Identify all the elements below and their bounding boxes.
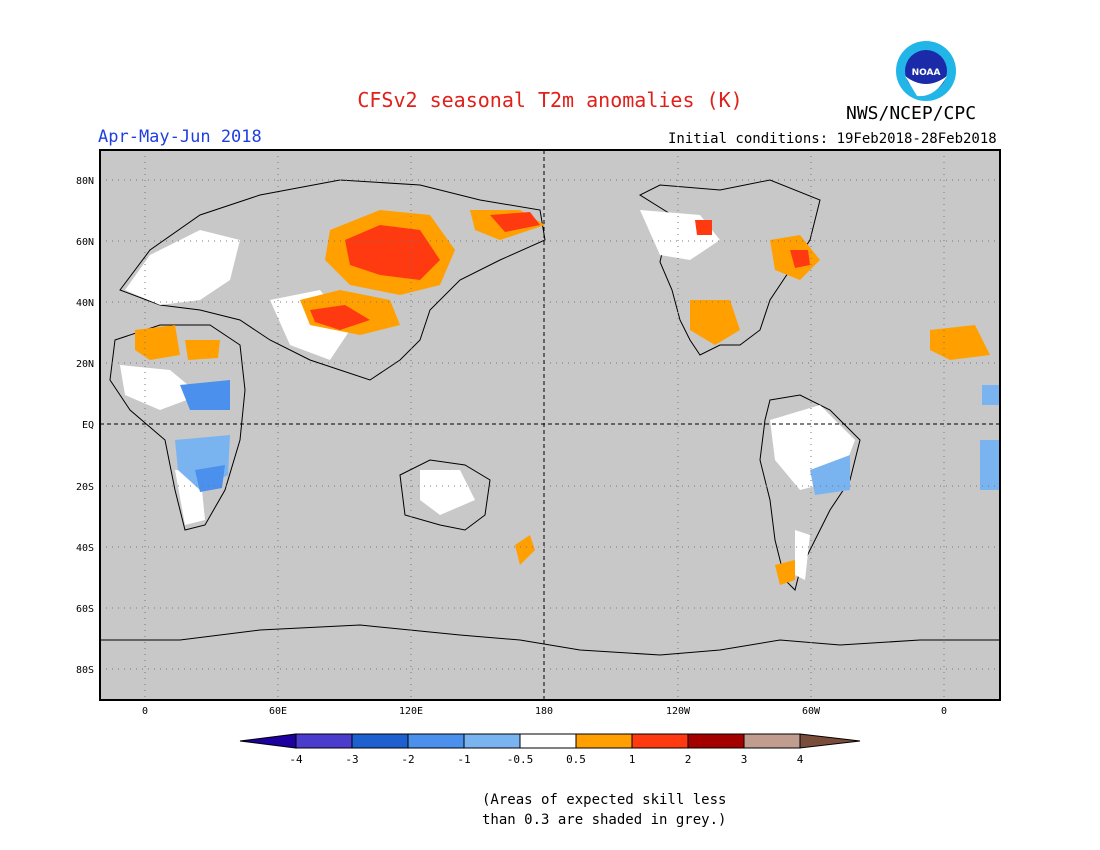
colorbar-label: 2 <box>685 753 692 766</box>
colorbar-swatch <box>295 733 353 749</box>
colorbar-swatch <box>463 733 521 749</box>
colorbar-label: 3 <box>741 753 748 766</box>
lon-label: 120E <box>399 706 423 717</box>
lon-label: 180 <box>535 706 553 717</box>
lat-label: 60N <box>76 237 94 248</box>
lat-label: 20N <box>76 359 94 370</box>
season-label: Apr-May-Jun 2018 <box>98 127 262 147</box>
lat-label: 80S <box>76 665 94 676</box>
lat-label: 60S <box>76 604 94 615</box>
colorbar-swatch <box>407 733 465 749</box>
colorbar-label: -1 <box>457 753 470 766</box>
colorbar-low-arrow <box>239 733 297 749</box>
lat-label: 20S <box>76 482 94 493</box>
lon-label: 0 <box>142 706 148 717</box>
agency-label: NWS/NCEP/CPC <box>846 103 977 124</box>
colorbar-label: -4 <box>289 753 303 766</box>
lat-label: 40N <box>76 298 94 309</box>
colorbar-swatch <box>687 733 745 749</box>
footnote-line: than 0.3 are shaded in grey.) <box>482 812 727 828</box>
lon-label: 0 <box>941 706 947 717</box>
colorbar-label: -3 <box>345 753 358 766</box>
lat-labels: 80N 60N 40N 20N EQ 20S 40S 60S 80S <box>76 176 94 676</box>
grid-lines <box>100 150 1000 700</box>
initial-conditions-label: Initial conditions: 19Feb2018-28Feb2018 <box>668 131 997 147</box>
lon-label: 120W <box>666 706 691 717</box>
colorbar-swatch <box>743 733 801 749</box>
map-title: CFSv2 seasonal T2m anomalies (K) <box>357 88 743 112</box>
lon-labels: 0 60E 120E 180 120W 60W 0 <box>142 706 947 717</box>
lon-label: 60W <box>802 706 821 717</box>
colorbar-label: 0.5 <box>566 753 586 766</box>
colorbar-swatch <box>519 733 577 749</box>
colorbar-label: -2 <box>401 753 414 766</box>
colorbar-swatch <box>351 733 409 749</box>
map-frame <box>99 149 1001 701</box>
lon-label: 60E <box>269 706 287 717</box>
lat-label: 80N <box>76 176 94 187</box>
noaa-logo: NOAA <box>896 41 956 101</box>
colorbar-label: -0.5 <box>507 753 534 766</box>
warm-anomalies <box>135 210 990 585</box>
colorbar-label: 4 <box>797 753 804 766</box>
colorbar: -4 -3 -2 -1 -0.5 0.5 1 2 3 4 <box>239 733 861 766</box>
colorbar-label: 1 <box>629 753 636 766</box>
noaa-logo-text: NOAA <box>912 68 941 78</box>
cool-anomalies <box>175 380 1000 495</box>
colorbar-high-arrow <box>799 733 861 749</box>
lat-label: EQ <box>82 420 94 431</box>
near-normal-regions <box>120 210 855 580</box>
footnote-line: (Areas of expected skill less <box>482 792 727 808</box>
lat-label: 40S <box>76 543 94 554</box>
skill-footnote: (Areas of expected skill less than 0.3 a… <box>482 790 726 830</box>
colorbar-swatch <box>575 733 633 749</box>
colorbar-swatch <box>631 733 689 749</box>
